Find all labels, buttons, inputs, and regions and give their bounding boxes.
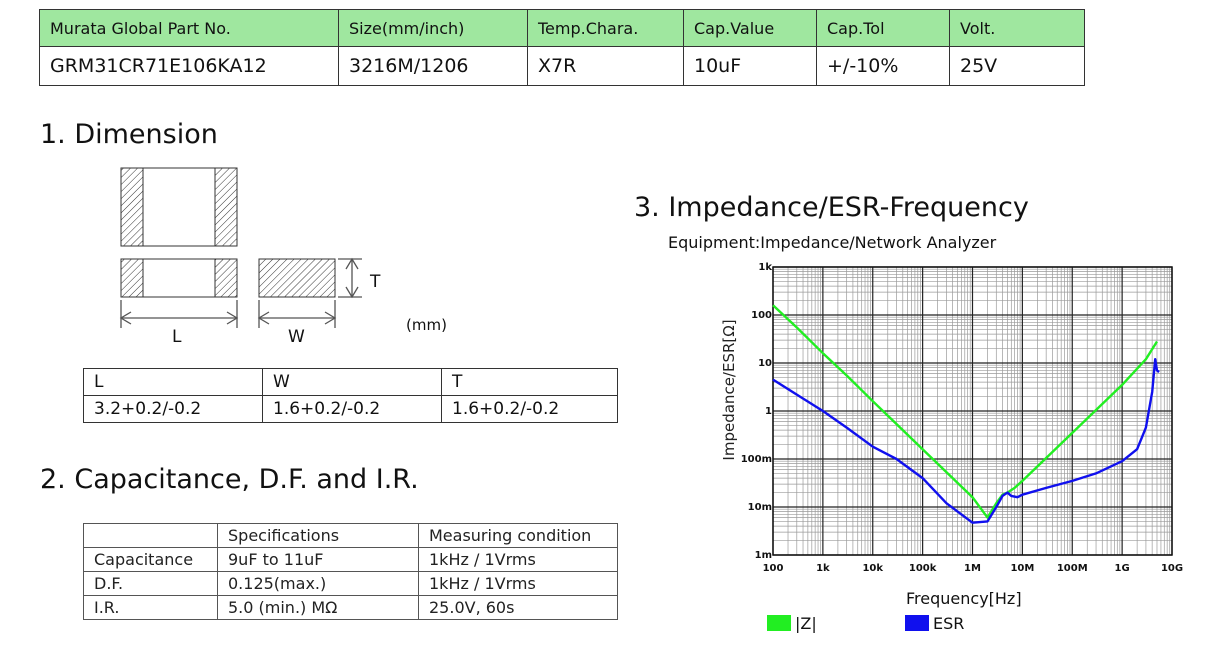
dim-header-w: W [262, 368, 442, 396]
dimension-table: L W T 3.2+0.2/-0.2 1.6+0.2/-0.2 1.6+0.2/… [83, 368, 618, 423]
dim-label-w: W [288, 327, 305, 347]
dimension-table-value-row: 3.2+0.2/-0.2 1.6+0.2/-0.2 1.6+0.2/-0.2 [83, 395, 618, 423]
l-dimension-arrow [119, 300, 239, 328]
section2-title: 2. Capacitance, D.F. and I.R. [40, 464, 419, 495]
y-tick-label: 1k [758, 262, 772, 273]
cap-row-cond: 1kHz / 1Vrms [418, 547, 618, 572]
part-table-header-row: Murata Global Part No. Size(mm/inch) Tem… [39, 9, 1085, 47]
cap-row-label: I.R. [83, 595, 218, 620]
end-view [258, 258, 336, 298]
x-tick-label: 1M [964, 563, 981, 574]
part-value-volt: 25V [949, 46, 1085, 86]
section1-title: 1. Dimension [40, 119, 218, 150]
part-value-cap-tol: +/-10% [816, 46, 950, 86]
dimension-table-header-row: L W T [83, 368, 618, 396]
part-header-temp: Temp.Chara. [527, 9, 684, 47]
x-tick-label: 100M [1057, 563, 1088, 574]
cap-row-spec: 5.0 (min.) MΩ [217, 595, 419, 620]
table-row: Capacitance 9uF to 11uF 1kHz / 1Vrms [83, 547, 618, 572]
x-tick-label: 10G [1161, 563, 1183, 574]
side-view [120, 258, 238, 298]
x-tick-label: 1k [816, 563, 830, 574]
part-table-value-row: GRM31CR71E106KA12 3216M/1206 X7R 10uF +/… [39, 46, 1085, 86]
part-value-temp: X7R [527, 46, 684, 86]
y-tick-label: 1 [765, 406, 772, 417]
chart-series [772, 304, 1160, 524]
legend-label-esr: ESR [933, 614, 965, 633]
cap-table-header-row: Specifications Measuring condition [83, 523, 618, 548]
cap-row-cond: 1kHz / 1Vrms [418, 571, 618, 596]
part-header-cap-value: Cap.Value [683, 9, 817, 47]
dim-value-l: 3.2+0.2/-0.2 [83, 395, 263, 423]
legend-swatch-z [767, 615, 791, 631]
x-tick-label: 1G [1115, 563, 1130, 574]
equipment-label: Equipment:Impedance/Network Analyzer [668, 233, 997, 252]
cap-row-label: D.F. [83, 571, 218, 596]
part-value-part-no: GRM31CR71E106KA12 [39, 46, 339, 86]
part-header-cap-tol: Cap.Tol [816, 9, 950, 47]
table-row: D.F. 0.125(max.) 1kHz / 1Vrms [83, 571, 618, 596]
y-tick-label: 10 [758, 358, 772, 369]
dim-unit: (mm) [406, 316, 447, 334]
cap-row-label: Capacitance [83, 547, 218, 572]
series-line-z [772, 304, 1159, 519]
dimension-drawing [119, 167, 362, 328]
part-table: Murata Global Part No. Size(mm/inch) Tem… [39, 9, 1085, 86]
dim-value-w: 1.6+0.2/-0.2 [262, 395, 442, 423]
part-header-volt: Volt. [949, 9, 1085, 47]
cap-row-cond: 25.0V, 60s [418, 595, 618, 620]
cap-row-spec: 0.125(max.) [217, 571, 419, 596]
chart-xlabel: Frequency[Hz] [906, 589, 1022, 608]
cap-row-spec: 9uF to 11uF [217, 547, 419, 572]
capacitance-table: Specifications Measuring condition Capac… [83, 523, 618, 620]
chart-grid [772, 266, 1173, 556]
legend-label-z: |Z| [795, 614, 817, 633]
legend-swatch-esr [905, 615, 929, 631]
w-dimension-arrow [257, 300, 337, 328]
dim-label-l: L [172, 327, 182, 347]
part-header-size: Size(mm/inch) [338, 9, 528, 47]
chart-ylabel: Impedance/ESR[Ω] [720, 319, 738, 460]
dim-label-t: T [370, 272, 381, 292]
plot-frame [772, 266, 1173, 556]
y-tick-label: 1m [755, 550, 772, 561]
chart-ticks: 100 1k 10k 100k 1M 10M 100M 1G 10G 1m 10m 100m 1 10 10… [741, 262, 1183, 574]
dim-header-l: L [83, 368, 263, 396]
dim-header-t: T [441, 368, 618, 396]
part-header-part-no: Murata Global Part No. [39, 9, 339, 47]
part-value-size: 3216M/1206 [338, 46, 528, 86]
y-tick-label: 100 [751, 310, 772, 321]
y-tick-label: 100m [741, 454, 772, 465]
x-tick-label: 10M [1010, 563, 1034, 574]
cap-header-spec: Specifications [217, 523, 419, 548]
cap-header-cond: Measuring condition [418, 523, 618, 548]
series-line-esr [772, 357, 1160, 524]
cap-header-blank [83, 523, 218, 548]
x-tick-label: 100k [909, 563, 937, 574]
x-tick-label: 100 [763, 563, 784, 574]
y-tick-label: 10m [748, 502, 772, 513]
part-value-cap-value: 10uF [683, 46, 817, 86]
impedance-chart: 100 1k 10k 100k 1M 10M 100M 1G 10G 1m 10m 100m 1 10 10… [720, 262, 1183, 574]
section3-title: 3. Impedance/ESR-Frequency [634, 192, 1029, 223]
top-view [120, 167, 238, 247]
dim-value-t: 1.6+0.2/-0.2 [441, 395, 618, 423]
table-row: I.R. 5.0 (min.) MΩ 25.0V, 60s [83, 595, 618, 620]
x-tick-label: 10k [862, 563, 883, 574]
t-dimension-arrow [338, 257, 362, 299]
